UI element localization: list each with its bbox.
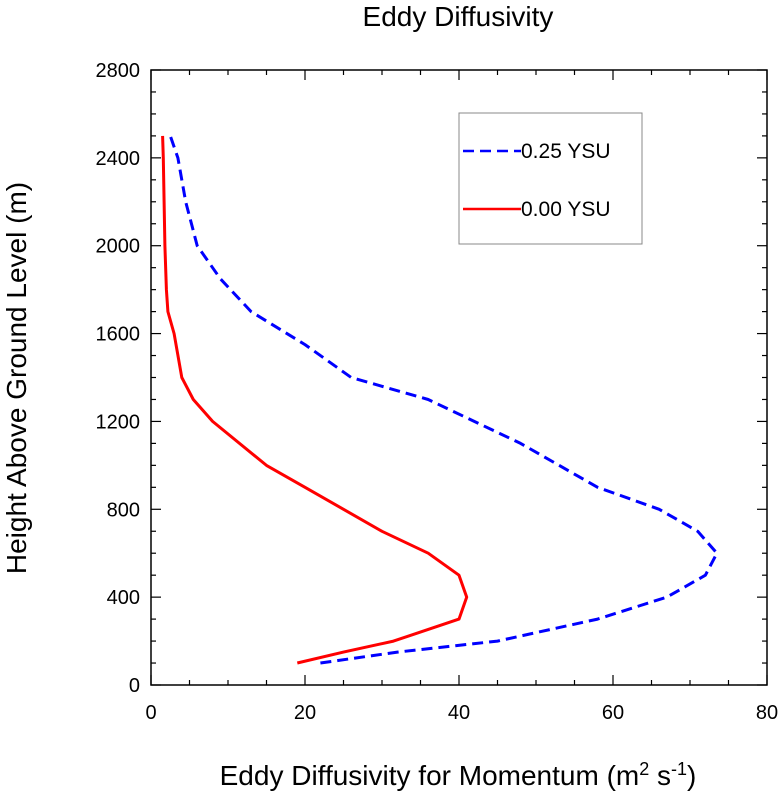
y-tick-label: 1200 bbox=[96, 411, 141, 433]
x-tick-label: 20 bbox=[294, 702, 316, 724]
legend-label-series-2: 0.00 YSU bbox=[521, 198, 611, 221]
legend-label-series-1: 0.25 YSU bbox=[521, 140, 611, 163]
series-line-2 bbox=[161, 135, 469, 665]
y-tick-label: 800 bbox=[107, 499, 140, 521]
y-tick-label: 2800 bbox=[96, 60, 141, 82]
x-tick-label: 80 bbox=[756, 702, 778, 724]
x-tick-label: 60 bbox=[602, 702, 624, 724]
y-tick-label: 400 bbox=[107, 587, 140, 609]
x-axis-label-sup1: 2 bbox=[639, 759, 649, 779]
y-tick-label: 0 bbox=[129, 675, 140, 697]
x-axis-label-end: ) bbox=[687, 760, 696, 791]
x-axis-label-mid: s bbox=[649, 760, 671, 791]
series-layer bbox=[161, 135, 719, 665]
series-line-1 bbox=[168, 135, 719, 665]
axis-ticks bbox=[150, 69, 768, 686]
legend: 0.25 YSU 0.00 YSU bbox=[458, 112, 643, 245]
y-tick-label: 2400 bbox=[96, 148, 141, 170]
y-tick-label: 1600 bbox=[96, 324, 141, 346]
x-axis-label-sup2: -1 bbox=[671, 759, 687, 779]
x-axis-label-main: Eddy Diffusivity for Momentum (m bbox=[220, 760, 640, 791]
y-tick-labels: 0 400 800 1200 1600 2000 2400 2800 bbox=[96, 60, 141, 697]
x-tick-labels: 0 20 40 60 80 bbox=[145, 702, 778, 724]
y-axis-label: Height Above Ground Level (m) bbox=[1, 182, 32, 574]
x-tick-label: 0 bbox=[145, 702, 156, 724]
x-axis-label: Eddy Diffusivity for Momentum (m2 s-1) bbox=[220, 759, 697, 791]
y-tick-label: 2000 bbox=[96, 236, 141, 258]
x-tick-label: 40 bbox=[448, 702, 470, 724]
legend-box bbox=[458, 112, 643, 245]
chart-title: Eddy Diffusivity bbox=[363, 1, 554, 32]
